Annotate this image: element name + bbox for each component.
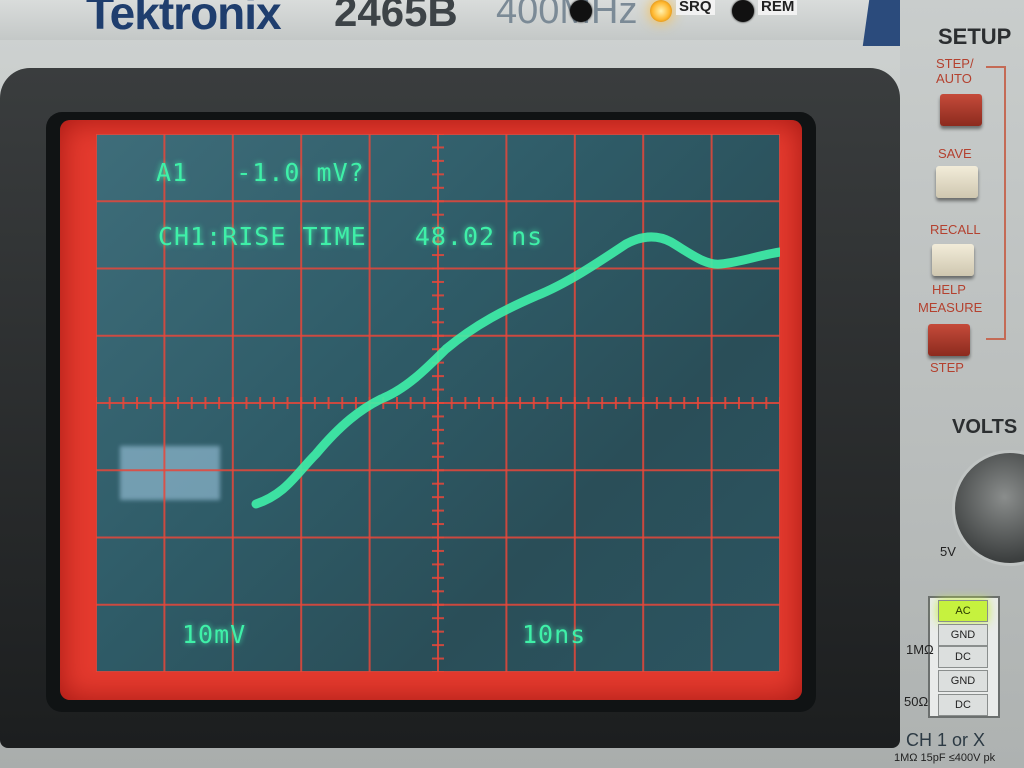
srq-label: SRQ (676, 0, 715, 15)
measure-button[interactable] (928, 324, 970, 356)
help-label: HELP (932, 282, 966, 297)
srq-led-icon (650, 0, 672, 22)
bandwidth-label: 400MHz (496, 0, 638, 32)
volts-tick-label: 5V (940, 544, 956, 559)
coupling-gnd-50-button[interactable]: GND (938, 670, 988, 692)
screen-glare (120, 446, 220, 500)
impedance-1m-label: 1MΩ (906, 642, 934, 657)
volts-title: VOLTS (952, 416, 1018, 438)
graticule-display (96, 134, 780, 672)
rise-time-readout: CH1:RISE TIME 48.02 ns (158, 222, 544, 251)
graticule-grid (96, 134, 780, 672)
indicator-led-icon (570, 0, 592, 22)
impedance-50-label: 50Ω (904, 694, 929, 709)
model-number: 2465B (334, 0, 458, 35)
channel-label: CH 1 or X (906, 730, 986, 750)
measure-label: MEASURE (918, 300, 983, 315)
trigger-readout: A1 -1.0 mV? (156, 158, 365, 187)
volts-per-div-readout: 10mV (182, 620, 247, 649)
rem-led-icon (732, 0, 754, 22)
save-label: SAVE (938, 146, 972, 161)
setup-group-bracket (986, 66, 1006, 340)
rem-label: REM (758, 0, 798, 15)
recall-button[interactable] (932, 244, 974, 276)
coupling-dc-button[interactable]: DC (938, 646, 988, 668)
recall-label: RECALL (930, 222, 981, 237)
time-per-div-readout: 10ns (522, 620, 587, 649)
save-button[interactable] (936, 166, 978, 198)
step-auto-button[interactable] (940, 94, 982, 126)
input-spec-label: 1MΩ 15pF ≤400V pk (894, 752, 996, 764)
coupling-dc-50-button[interactable]: DC (938, 694, 988, 716)
brand-logo: Tektronix (86, 0, 282, 39)
step-label: STEP (930, 360, 964, 375)
coupling-ac-button[interactable]: AC (938, 600, 988, 622)
setup-title: SETUP (938, 24, 1012, 49)
waveform-trace (251, 232, 780, 509)
step-auto-label: STEP/ AUTO (936, 56, 974, 86)
coupling-gnd-button[interactable]: GND (938, 624, 988, 646)
